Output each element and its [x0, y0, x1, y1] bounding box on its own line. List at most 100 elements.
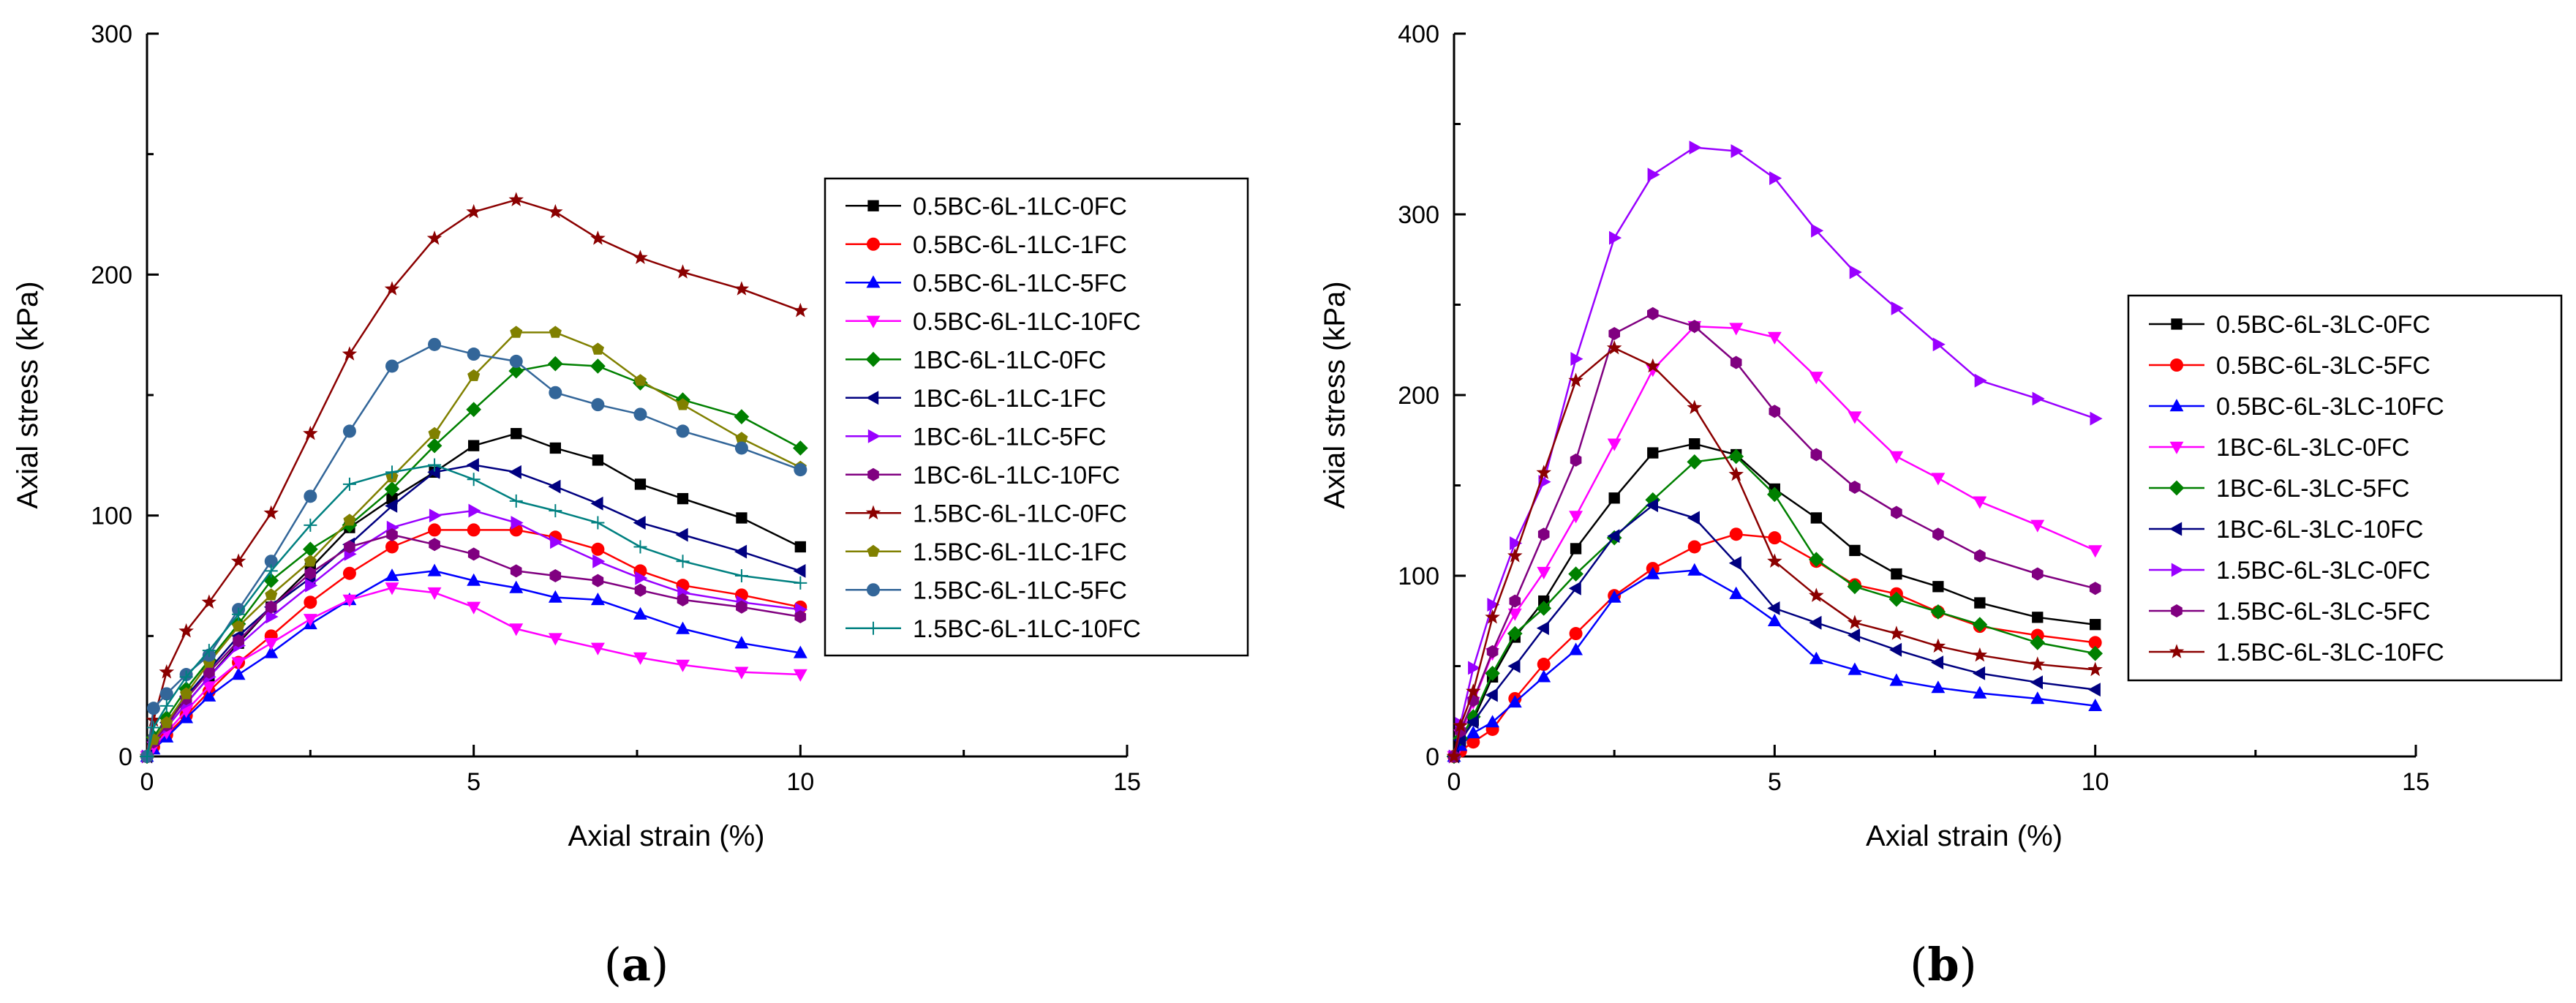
data-point — [1569, 627, 1583, 641]
data-point — [231, 667, 246, 680]
data-point — [633, 374, 647, 386]
data-point — [1606, 340, 1622, 355]
y-axis-title: Axial stress (kPa) — [12, 281, 44, 508]
data-point — [202, 688, 216, 702]
data-point — [467, 348, 481, 361]
data-point — [2088, 545, 2103, 558]
data-point — [1645, 358, 1660, 373]
data-point — [1607, 590, 1622, 603]
data-point — [202, 644, 216, 658]
data-point — [793, 564, 806, 578]
legend: 0.5BC-6L-3LC-0FC 0.5BC-6L-3LC-5FC 0.5BC-6L… — [2127, 294, 2563, 682]
data-point — [793, 669, 807, 682]
legend-label: 0.5BC-6L-3LC-5FC — [2216, 352, 2430, 380]
data-point — [232, 607, 246, 621]
data-point — [1570, 352, 1583, 366]
data-point — [1570, 543, 1582, 555]
y-axis-title: Axial stress (kPa) — [1319, 281, 1351, 508]
data-point — [1468, 661, 1481, 675]
data-point — [146, 721, 160, 735]
data-point — [591, 398, 605, 412]
data-point — [1973, 496, 1987, 509]
data-point — [344, 540, 355, 554]
legend-swatch-marker — [2171, 563, 2184, 577]
data-point — [1891, 301, 1904, 315]
data-point — [734, 636, 749, 649]
legend-swatch-marker — [866, 315, 881, 328]
data-point — [1974, 549, 1986, 563]
data-point — [734, 666, 749, 680]
data-point — [511, 428, 522, 440]
panel-label-letter: a — [622, 938, 651, 991]
y-tick-label: 300 — [91, 20, 132, 48]
data-point — [264, 564, 278, 578]
data-point — [677, 492, 689, 505]
data-point — [429, 508, 442, 523]
data-point — [592, 454, 604, 466]
data-point — [590, 642, 605, 655]
data-point — [634, 583, 647, 597]
legend-swatch-marker — [867, 583, 880, 597]
x-tick-label: 15 — [2402, 768, 2430, 796]
legend-swatch-marker — [2169, 399, 2184, 412]
data-point — [201, 594, 217, 609]
data-point — [590, 496, 603, 511]
data-point — [467, 573, 481, 586]
data-point — [2087, 683, 2101, 697]
data-point — [736, 512, 747, 524]
data-point — [467, 547, 480, 561]
legend-label: 1BC-6L-3LC-5FC — [2216, 475, 2410, 503]
data-point — [1510, 536, 1523, 550]
panel-label-close: ) — [1959, 938, 1977, 991]
data-point — [2030, 691, 2045, 705]
data-point — [590, 358, 606, 374]
data-point — [677, 593, 689, 606]
data-point — [264, 638, 279, 651]
data-point — [1728, 556, 1741, 571]
data-point — [794, 576, 807, 590]
data-point — [511, 516, 524, 530]
data-point — [1889, 673, 1904, 686]
data-point — [676, 424, 690, 438]
data-point — [1848, 628, 1861, 642]
data-point — [1973, 685, 1987, 699]
data-point — [1932, 337, 1946, 352]
data-point — [263, 505, 279, 520]
x-axis-title: Axial strain (%) — [568, 820, 765, 852]
data-point — [1537, 527, 1550, 541]
x-tick-label: 5 — [467, 768, 481, 796]
series-1-5bc-6l-1lc-0fc — [139, 192, 808, 763]
data-point — [2032, 612, 2044, 623]
data-point — [549, 569, 562, 582]
data-point — [1568, 566, 1583, 582]
data-point — [1767, 487, 1782, 503]
legend-swatch-marker — [866, 275, 881, 288]
data-point — [1687, 399, 1702, 414]
data-point — [385, 359, 399, 373]
data-point — [549, 326, 562, 338]
data-point — [1728, 448, 1744, 465]
panel-b: 0 5 10 15 0 100 200 300 400 Axial strain (%) Axial… — [1319, 20, 2563, 991]
data-point — [428, 427, 441, 439]
data-point — [633, 516, 646, 530]
legend-label: 0.5BC-6L-1LC-5FC — [913, 269, 1127, 297]
data-point — [1931, 473, 1946, 486]
data-point — [676, 659, 690, 672]
data-point — [428, 337, 442, 351]
legend-entry: 1BC-6L-1LC-5FC — [846, 423, 1107, 451]
data-point — [466, 402, 481, 418]
data-point — [1931, 680, 1946, 694]
legend-swatch-marker — [867, 237, 880, 251]
data-point — [1485, 688, 1498, 702]
data-point — [1466, 683, 1481, 698]
data-point — [1507, 608, 1522, 621]
data-point — [342, 477, 356, 491]
data-point — [160, 715, 173, 729]
data-point — [1568, 372, 1583, 387]
series-1-5bc-6l-3lc-10fc — [1446, 340, 2103, 763]
legend-entry: 1BC-6L-1LC-1FC — [846, 385, 1107, 413]
data-point — [1972, 617, 1988, 632]
data-point — [1507, 626, 1523, 642]
legend-swatch-marker — [2171, 604, 2183, 617]
